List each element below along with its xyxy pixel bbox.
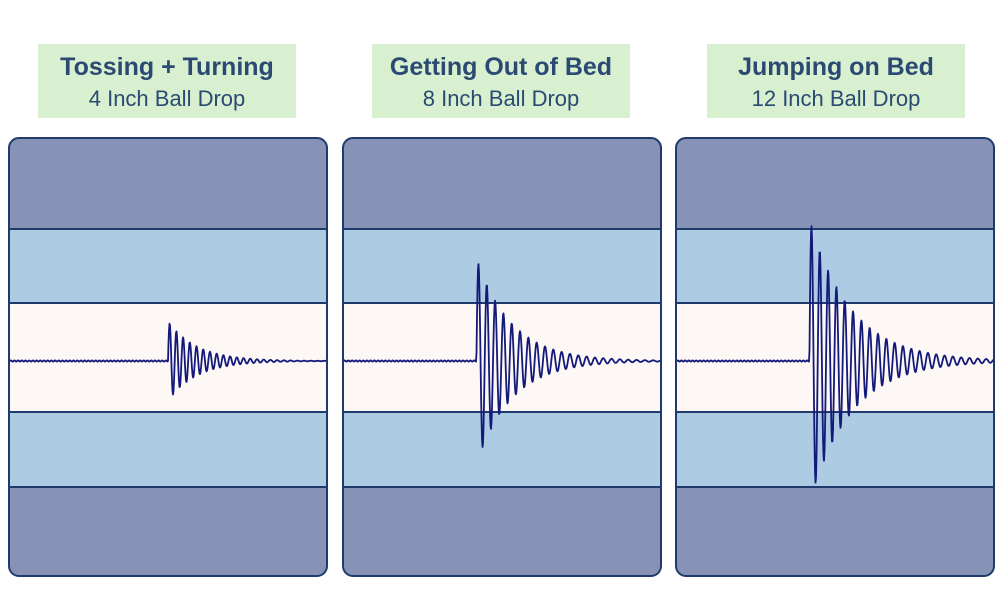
waveform-line xyxy=(343,263,661,448)
label-box-jumping: Jumping on Bed 12 Inch Ball Drop xyxy=(707,44,965,118)
motion-panel-jumping xyxy=(675,137,995,577)
bottom-band xyxy=(9,487,327,576)
chart-title: Tossing + Turning xyxy=(60,53,274,81)
label-box-getting-out: Getting Out of Bed 8 Inch Ball Drop xyxy=(372,44,630,118)
lower-band xyxy=(676,412,994,487)
top-band xyxy=(9,138,327,229)
band-group xyxy=(9,138,327,576)
chart-title: Getting Out of Bed xyxy=(389,53,613,81)
upper-band xyxy=(9,229,327,303)
motion-chart-jumping xyxy=(675,137,995,577)
bottom-band xyxy=(343,487,661,576)
upper-band xyxy=(343,229,661,303)
motion-panel-tossing xyxy=(8,137,328,577)
motion-chart-tossing xyxy=(8,137,328,577)
panel-border xyxy=(8,137,328,577)
label-box-tossing: Tossing + Turning 4 Inch Ball Drop xyxy=(38,44,296,118)
motion-panel-getting-out xyxy=(342,137,662,577)
waveform-line xyxy=(9,322,327,396)
upper-band xyxy=(676,229,994,303)
top-band xyxy=(676,138,994,229)
lower-band xyxy=(343,412,661,487)
motion-chart-getting-out xyxy=(342,137,662,577)
chart-subtitle: 12 Inch Ball Drop xyxy=(751,86,921,111)
bottom-band xyxy=(676,487,994,576)
lower-band xyxy=(9,412,327,487)
chart-subtitle: 4 Inch Ball Drop xyxy=(88,86,246,111)
chart-title: Jumping on Bed xyxy=(738,53,934,81)
top-band xyxy=(343,138,661,229)
waveform-line xyxy=(676,225,994,484)
panel-border xyxy=(342,137,662,577)
band-group xyxy=(676,138,994,576)
band-group xyxy=(343,138,661,576)
chart-subtitle: 8 Inch Ball Drop xyxy=(422,86,580,111)
panel-border xyxy=(675,137,995,577)
